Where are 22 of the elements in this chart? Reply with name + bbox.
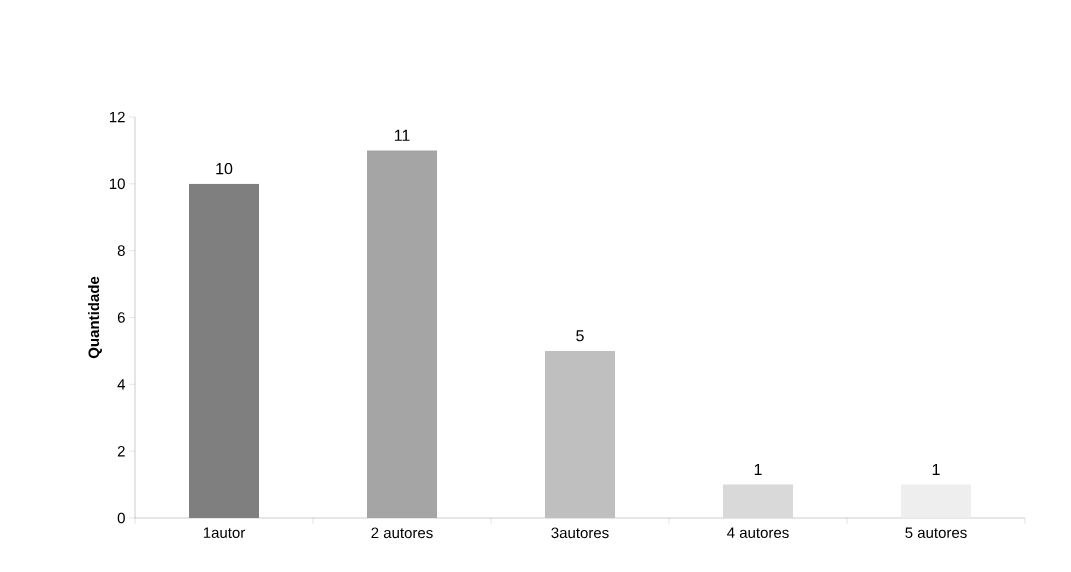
data-label: 1 [932,464,940,476]
y-axis-title: Quantidade [88,276,102,359]
bar [723,484,793,518]
x-tick-label: 2 autores [371,527,433,539]
x-tick-label: 5 autores [905,527,967,538]
y-tick-label: 4 [117,379,126,390]
data-label: 11 [394,129,410,141]
x-tick-label: 4 autores [727,527,789,538]
data-label: 10 [216,162,233,175]
data-label: 1 [754,464,762,476]
y-tick-label: 0 [117,512,125,524]
y-tick-label: 6 [117,312,125,323]
y-tick-label: 2 [117,445,125,457]
x-tick-label: 1autor [203,527,246,538]
bar [367,150,438,518]
bar [545,350,616,518]
y-tick-label: 10 [109,178,125,190]
x-tick-label: 3autores [551,527,609,539]
y-tick-label: 8 [117,245,125,256]
y-tick-label: 12 [109,111,125,123]
bar [901,484,971,518]
data-label: 5 [576,330,584,342]
